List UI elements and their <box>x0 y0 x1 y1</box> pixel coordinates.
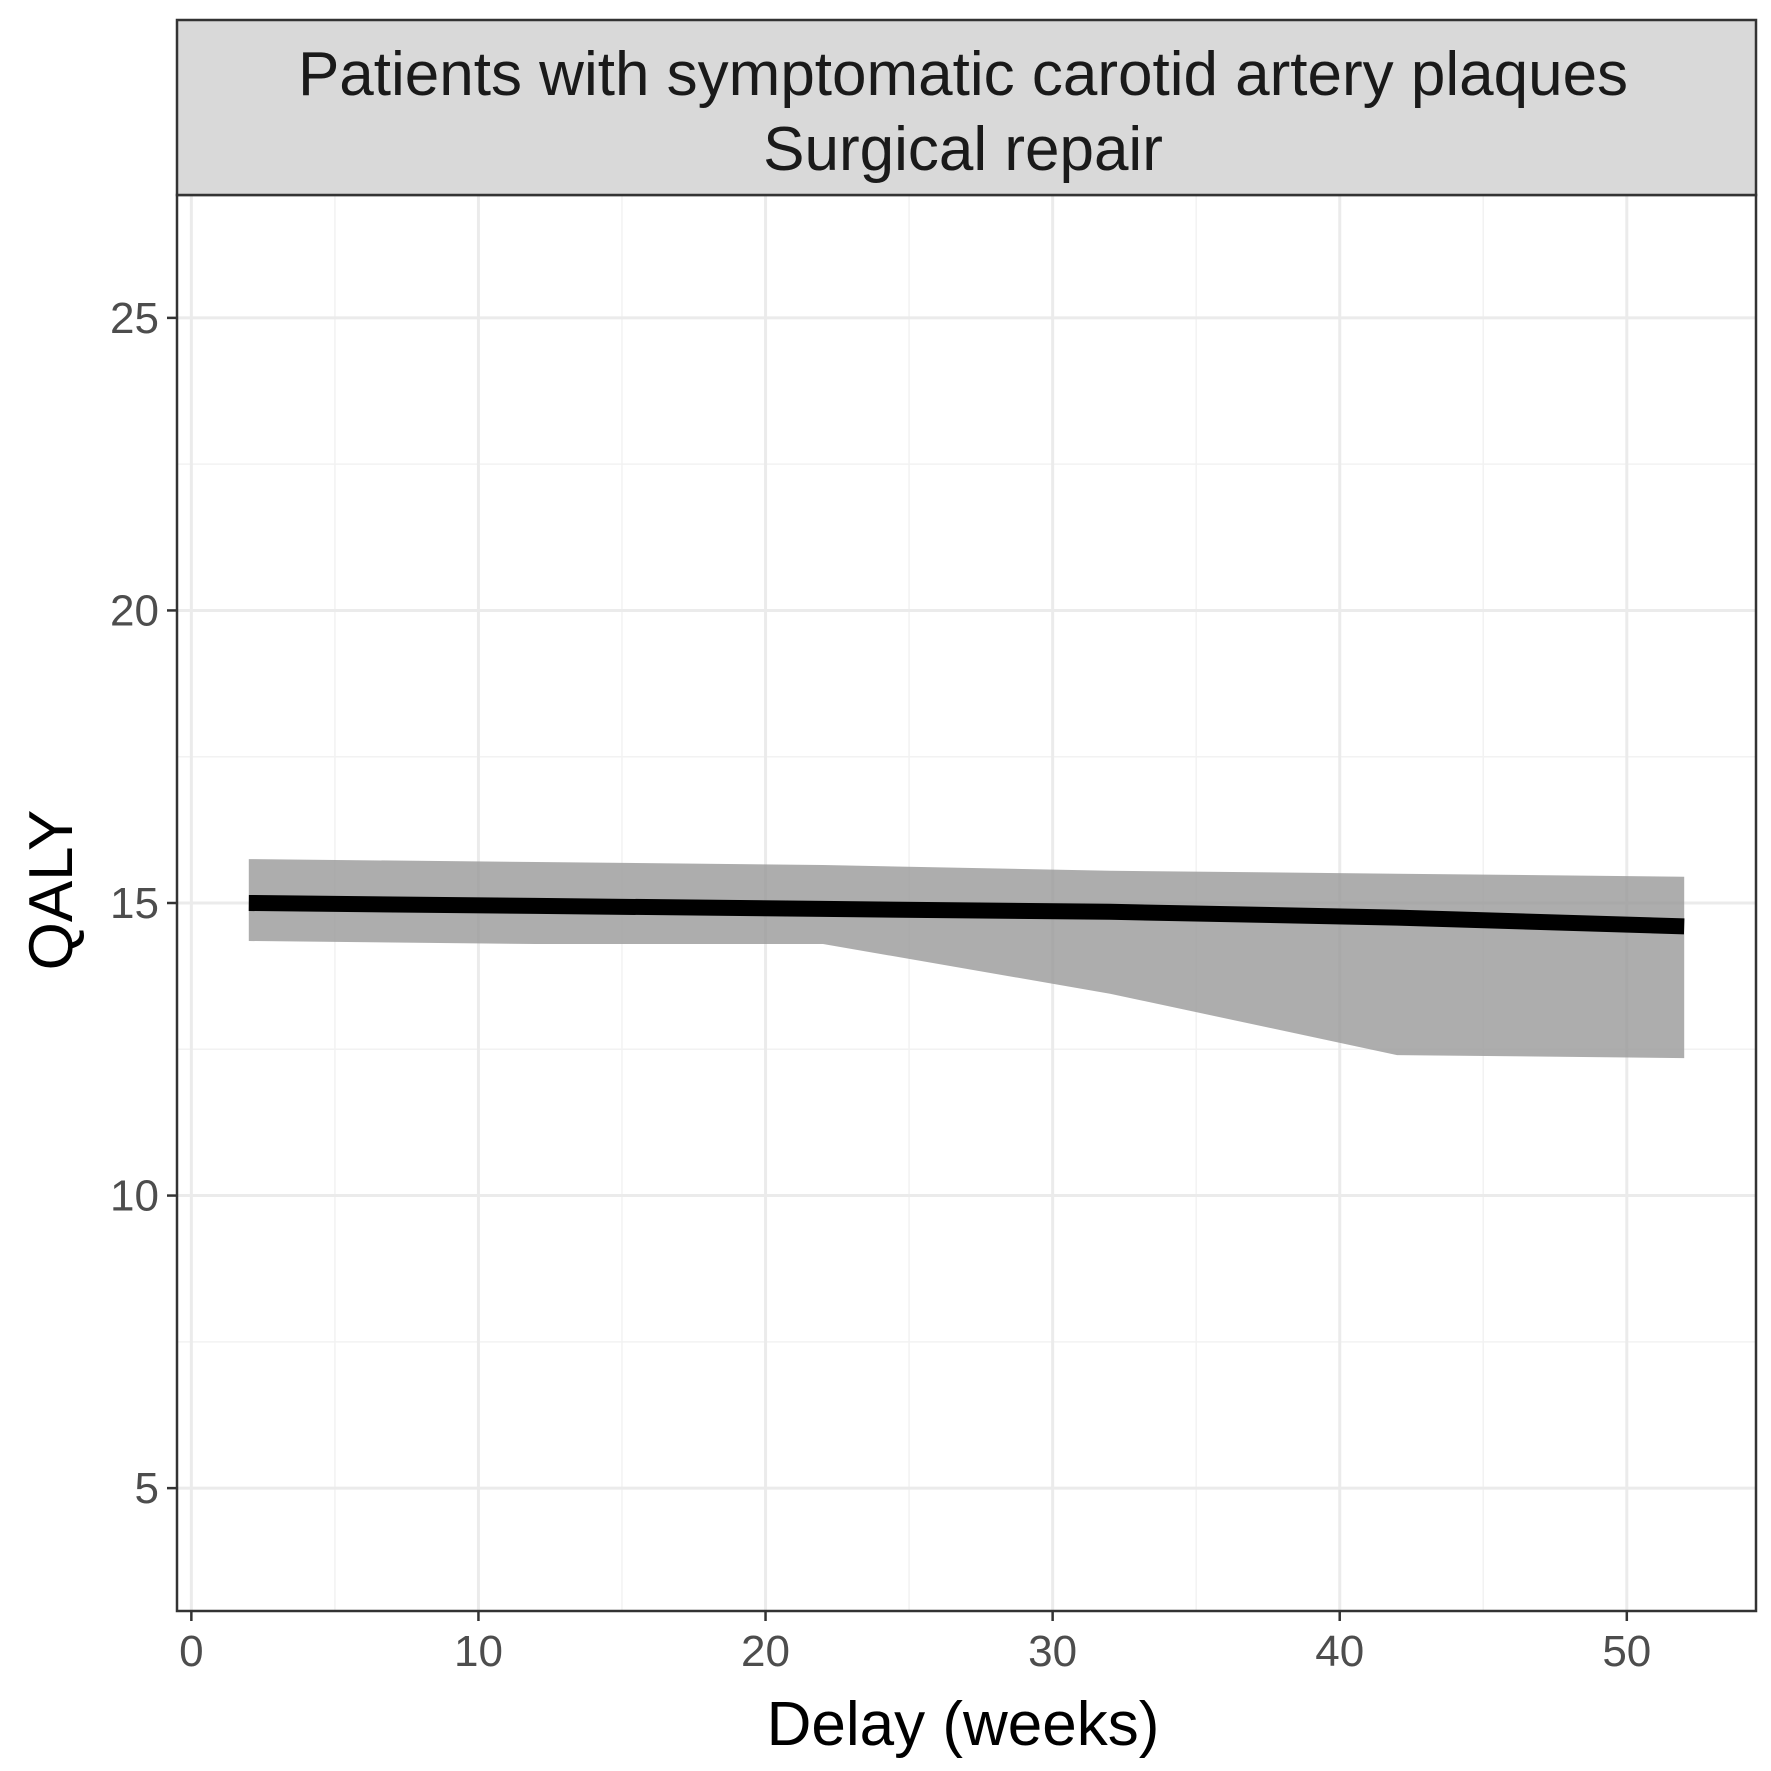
x-tick-label: 10 <box>454 1627 503 1676</box>
y-tick-label: 20 <box>110 586 159 635</box>
y-tick-label: 15 <box>110 879 159 928</box>
y-axis: 5 10 15 20 25 <box>110 294 177 1513</box>
strip-title-line-1: Patients with symptomatic carotid artery… <box>298 40 1628 109</box>
series-line <box>248 895 1685 935</box>
x-tick-label: 50 <box>1602 1627 1651 1676</box>
strip-title-line-2: Surgical repair <box>763 115 1163 184</box>
x-tick-label: 30 <box>1028 1627 1077 1676</box>
x-tick-label: 40 <box>1315 1627 1364 1676</box>
x-tick-label: 20 <box>741 1627 790 1676</box>
y-tick-label: 5 <box>135 1464 159 1513</box>
y-tick-label: 25 <box>110 294 159 343</box>
x-axis: 0 10 20 30 40 50 <box>179 1611 1651 1676</box>
series-line-layer <box>248 895 1685 935</box>
y-axis-title: QALY <box>17 810 86 971</box>
strip-background <box>175 18 1758 197</box>
x-axis-title: Delay (weeks) <box>767 1690 1160 1759</box>
x-tick-label: 0 <box>179 1627 203 1676</box>
y-tick-label: 10 <box>110 1172 159 1221</box>
